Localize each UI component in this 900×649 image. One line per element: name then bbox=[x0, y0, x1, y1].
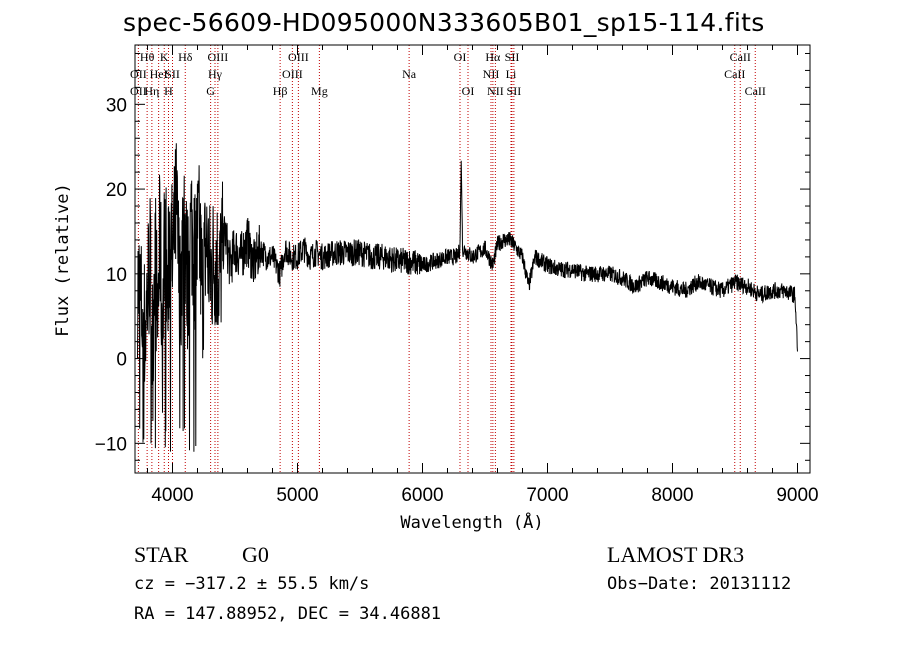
line-label: SII bbox=[505, 50, 520, 64]
line-label: OIII bbox=[282, 67, 303, 81]
line-label: OI bbox=[454, 50, 467, 64]
y-tick-label: 0 bbox=[116, 350, 127, 371]
line-label: K bbox=[160, 50, 169, 64]
line-label: NII bbox=[487, 84, 504, 98]
y-tick-label: −10 bbox=[95, 434, 127, 455]
line-label: NII bbox=[483, 67, 500, 81]
line-label: Hβ bbox=[273, 84, 288, 98]
line-label: OII bbox=[130, 67, 147, 81]
line-label: Hγ bbox=[208, 67, 223, 81]
line-label: Hη bbox=[144, 84, 159, 98]
line-label: SII bbox=[165, 67, 180, 81]
axes-layer: 4000 5000 6000 7000 8000 9000 −10 0 10 20 30 bbox=[95, 45, 819, 506]
object-class: STAR bbox=[134, 542, 189, 567]
line-label: OI bbox=[462, 84, 475, 98]
redshift-cz: cz = −317.2 ± 55.5 km/s bbox=[134, 574, 370, 594]
y-tick-label: 30 bbox=[106, 95, 127, 116]
line-label: Hθ bbox=[140, 50, 155, 64]
line-label: Mg bbox=[311, 84, 328, 98]
line-label: H bbox=[164, 84, 173, 98]
line-label: Li bbox=[506, 67, 517, 81]
flux-series-line bbox=[137, 143, 798, 452]
x-tick-label: 9000 bbox=[776, 485, 818, 506]
y-axis-label: Flux (relative) bbox=[53, 183, 73, 337]
line-label: Hα bbox=[485, 50, 501, 64]
line-label: CaII bbox=[745, 84, 766, 98]
line-label: HeI bbox=[150, 67, 168, 81]
x-tick-label: 7000 bbox=[526, 485, 568, 506]
line-label: Na bbox=[402, 67, 417, 81]
coordinates: RA = 147.88952, DEC = 34.46881 bbox=[134, 604, 442, 624]
line-label: CaII bbox=[724, 67, 745, 81]
object-subclass: G0 bbox=[242, 542, 269, 567]
line-label: CaII bbox=[730, 50, 751, 64]
spectrum-chart: 4000 5000 6000 7000 8000 9000 −10 0 10 20 30 OII Hθ… bbox=[53, 44, 819, 533]
x-tick-label: 5000 bbox=[276, 485, 318, 506]
survey-name: LAMOST DR3 bbox=[607, 542, 745, 567]
line-label: G bbox=[206, 84, 215, 98]
x-axis-label: Wavelength (Å) bbox=[400, 511, 543, 533]
y-tick-label: 20 bbox=[106, 180, 127, 201]
line-label: OII bbox=[130, 84, 147, 98]
x-tick-label: 6000 bbox=[401, 485, 443, 506]
y-tick-label: 10 bbox=[106, 265, 127, 286]
x-tick-label: 4000 bbox=[151, 485, 193, 506]
obs-date: Obs−Date: 20131112 bbox=[607, 574, 792, 594]
line-label: Hδ bbox=[178, 50, 193, 64]
line-label: OIII bbox=[288, 50, 309, 64]
x-tick-label: 8000 bbox=[651, 485, 693, 506]
line-label: OIII bbox=[208, 50, 229, 64]
line-label: SII bbox=[507, 84, 522, 98]
series-layer bbox=[137, 143, 798, 452]
chart-title: spec-56609-HD095000N333605B01_sp15-114.f… bbox=[123, 8, 765, 37]
